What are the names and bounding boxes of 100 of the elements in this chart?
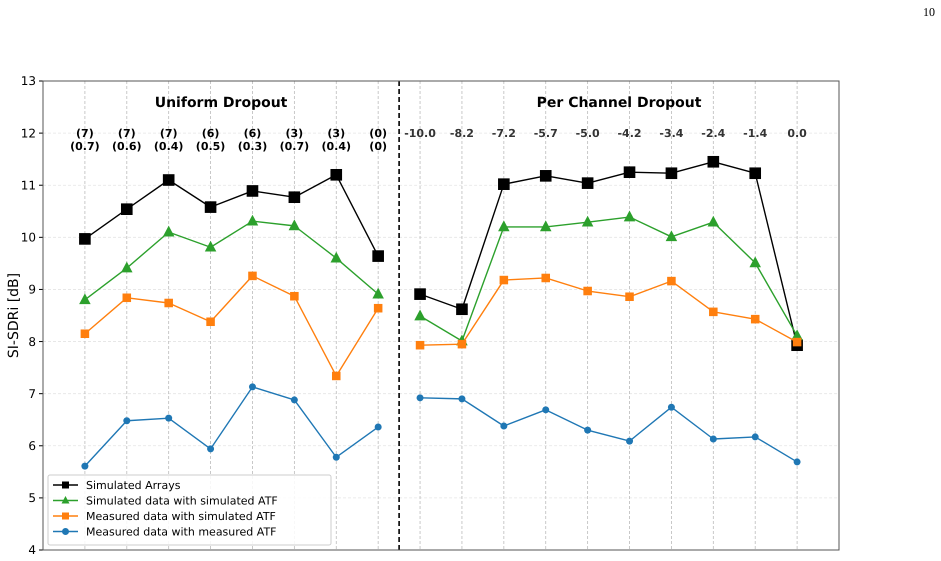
point bbox=[330, 168, 342, 181]
x-tick-label: 0.0 bbox=[787, 127, 808, 140]
point bbox=[80, 329, 90, 338]
x-tick-label: -1.4 bbox=[743, 127, 768, 140]
point bbox=[542, 406, 550, 414]
point bbox=[708, 156, 720, 168]
x-tick-label: (7) (0.7) bbox=[70, 127, 100, 153]
point bbox=[165, 414, 172, 422]
point bbox=[290, 396, 298, 404]
point bbox=[668, 404, 675, 411]
point bbox=[794, 458, 801, 466]
y-tick-label: 10 bbox=[20, 230, 36, 245]
point bbox=[164, 298, 173, 308]
point bbox=[750, 314, 760, 324]
point bbox=[288, 191, 300, 204]
point bbox=[372, 288, 384, 298]
point bbox=[416, 394, 424, 402]
point bbox=[582, 216, 594, 227]
point bbox=[498, 220, 510, 232]
y-tick-label: 8 bbox=[28, 334, 36, 349]
point bbox=[540, 170, 552, 182]
x-tick-label: (3) (0.4) bbox=[321, 127, 352, 153]
point bbox=[458, 340, 466, 348]
point bbox=[708, 216, 720, 227]
point bbox=[582, 177, 594, 189]
y-tick-label: 5 bbox=[28, 491, 36, 506]
x-tick-label: (6) (0.3) bbox=[238, 127, 268, 153]
point bbox=[500, 276, 508, 284]
point bbox=[625, 292, 634, 302]
point bbox=[498, 178, 510, 190]
x-tick-label: -8.2 bbox=[450, 127, 474, 140]
point bbox=[414, 288, 426, 300]
y-axis-title: SI-SDRi [dB] bbox=[6, 272, 22, 358]
text: 10 bbox=[923, 5, 935, 19]
point bbox=[583, 286, 592, 296]
point bbox=[290, 292, 299, 300]
legend-label: Measured data with measured ATF bbox=[86, 525, 277, 538]
point bbox=[374, 304, 382, 312]
point bbox=[374, 424, 382, 431]
y-tick-label: 6 bbox=[28, 438, 36, 453]
point bbox=[121, 262, 133, 272]
x-tick-label: -2.4 bbox=[701, 127, 726, 140]
point bbox=[248, 272, 257, 280]
text: Per Channel Dropout bbox=[536, 95, 702, 111]
point bbox=[749, 256, 761, 268]
legend-label: Measured data with simulated ATF bbox=[86, 510, 276, 523]
point bbox=[666, 230, 678, 242]
point bbox=[667, 276, 676, 286]
point bbox=[749, 167, 762, 180]
point bbox=[458, 395, 466, 402]
point bbox=[626, 438, 634, 445]
legend-label: Simulated Arrays bbox=[86, 478, 181, 492]
point bbox=[414, 310, 426, 320]
point bbox=[162, 174, 174, 186]
x-tick-label: -10.0 bbox=[404, 127, 436, 140]
point bbox=[206, 317, 215, 326]
point bbox=[246, 185, 258, 197]
point bbox=[584, 426, 592, 434]
legend-label: Simulated data with simulated ATF bbox=[86, 494, 278, 508]
point bbox=[288, 219, 300, 230]
point bbox=[372, 250, 384, 262]
y-tick-label: 7 bbox=[28, 386, 36, 401]
x-tick-label: (7) (0.6) bbox=[112, 127, 142, 153]
y-tick-label: 11 bbox=[20, 178, 36, 192]
x-tick-label: -5.7 bbox=[534, 127, 558, 140]
point bbox=[248, 383, 256, 390]
point bbox=[666, 167, 678, 180]
point bbox=[540, 220, 552, 232]
point bbox=[709, 308, 718, 316]
point bbox=[79, 233, 91, 245]
y-tick-label: 12 bbox=[20, 126, 36, 140]
point bbox=[207, 445, 214, 452]
point bbox=[123, 417, 130, 424]
point bbox=[416, 340, 424, 350]
point bbox=[332, 372, 341, 380]
y-tick-label: 9 bbox=[28, 282, 36, 297]
x-tick-label: (6) (0.5) bbox=[196, 127, 226, 153]
point bbox=[624, 166, 636, 178]
point bbox=[81, 462, 88, 470]
point bbox=[332, 454, 340, 461]
point bbox=[752, 433, 759, 440]
x-tick-label: -7.2 bbox=[492, 127, 516, 140]
x-tick-label: (7) (0.4) bbox=[154, 127, 184, 153]
x-tick-label: (3) (0.7) bbox=[280, 127, 310, 153]
point bbox=[456, 303, 468, 316]
y-tick-label: 4 bbox=[28, 543, 36, 558]
point bbox=[204, 240, 216, 252]
point bbox=[246, 214, 258, 226]
point bbox=[79, 293, 91, 304]
y-tick-label: 13 bbox=[20, 74, 36, 88]
point bbox=[624, 210, 636, 222]
point bbox=[162, 226, 174, 236]
x-tick-label: -4.2 bbox=[617, 127, 642, 140]
x-tick-label: -5.0 bbox=[576, 127, 600, 140]
point bbox=[500, 422, 508, 430]
point bbox=[122, 294, 132, 302]
point bbox=[120, 203, 133, 216]
x-tick-label: (0) (0) bbox=[369, 127, 388, 153]
point bbox=[710, 436, 717, 443]
text: Uniform Dropout bbox=[154, 95, 288, 111]
